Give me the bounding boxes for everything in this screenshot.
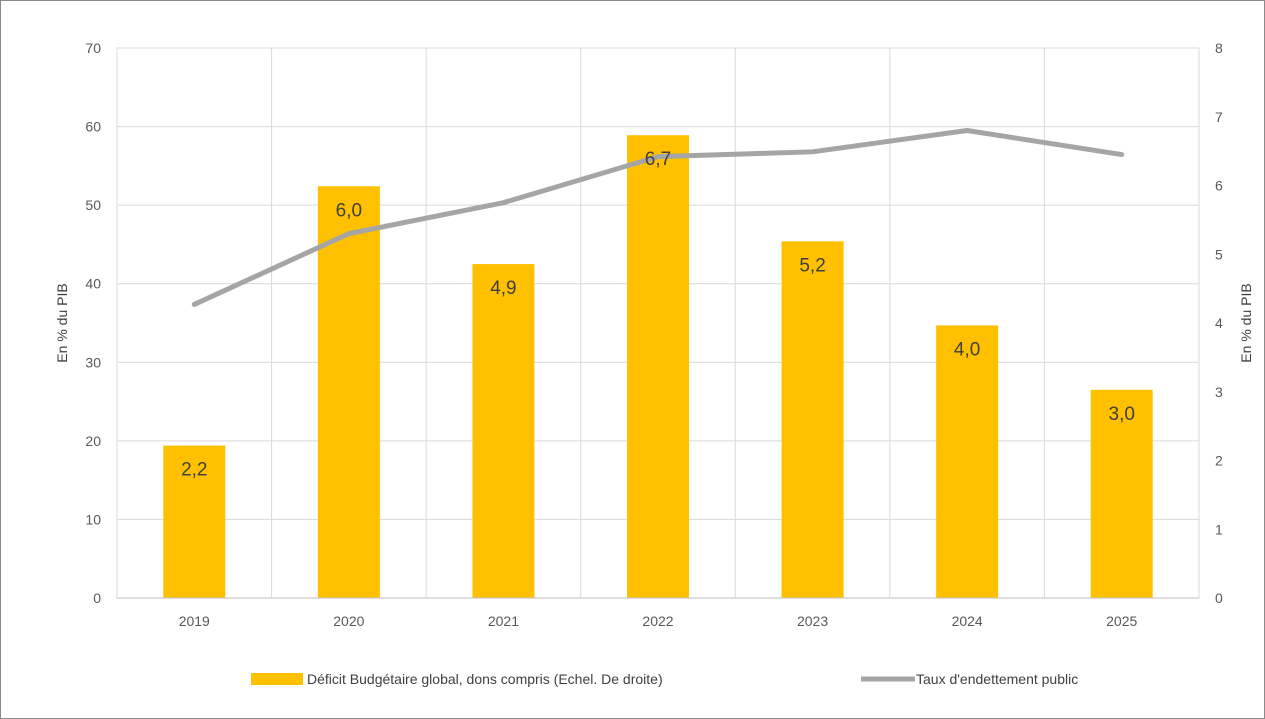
y-tick-label: 60 (85, 119, 101, 135)
right-axis-ticks: 0 1 2 3 4 5 6 7 8 (1215, 40, 1223, 606)
x-axis-ticks: 2019 2020 2021 2022 2023 2024 2025 (179, 613, 1138, 629)
y-tick-label: 20 (85, 433, 101, 449)
left-axis-ticks: 0 10 20 30 40 50 60 70 (85, 40, 101, 606)
y-tick-label: 30 (85, 354, 101, 370)
x-tick-label: 2019 (179, 613, 210, 629)
bar (472, 264, 535, 598)
x-tick-label: 2023 (797, 613, 828, 629)
x-tick-label: 2022 (642, 613, 673, 629)
legend-bar-swatch (251, 673, 303, 685)
line-series (191, 128, 1125, 307)
bar-data-label: 4,0 (954, 339, 980, 360)
right-axis-title: En % du PIB (1238, 283, 1254, 362)
bar (317, 186, 380, 599)
left-axis-title: En % du PIB (54, 283, 70, 362)
bar-series (163, 135, 1153, 599)
y2-tick-label: 0 (1215, 590, 1223, 606)
bar (627, 135, 689, 598)
bar (936, 325, 999, 598)
bar (781, 241, 844, 599)
legend-line-label: Taux d'endettement public (916, 671, 1078, 687)
bar (1090, 389, 1153, 598)
y2-tick-label: 1 (1215, 521, 1223, 537)
bar-data-label: 6,7 (645, 149, 671, 170)
y-tick-label: 40 (85, 276, 101, 292)
y-tick-label: 0 (93, 590, 101, 606)
legend-bar-label: Déficit Budgétaire global, dons compris … (307, 671, 663, 687)
y2-tick-label: 7 (1215, 109, 1223, 125)
y-tick-label: 70 (85, 40, 101, 56)
series-line (191, 128, 1125, 307)
bar-data-label: 6,0 (336, 200, 362, 221)
bar-data-labels: 2,2 6,0 4,9 6,7 5,2 4,0 3,0 (181, 149, 1135, 480)
y2-tick-label: 5 (1215, 246, 1223, 262)
bar-data-label: 2,2 (181, 460, 207, 481)
legend: Déficit Budgétaire global, dons compris … (251, 671, 1078, 687)
bar-data-label: 4,9 (490, 278, 516, 299)
x-tick-label: 2020 (333, 613, 364, 629)
x-tick-label: 2021 (488, 613, 519, 629)
y2-tick-label: 2 (1215, 453, 1223, 469)
y2-tick-label: 6 (1215, 178, 1223, 194)
y2-tick-label: 4 (1215, 315, 1223, 331)
x-tick-label: 2024 (952, 613, 983, 629)
y-tick-label: 50 (85, 197, 101, 213)
bar-data-label: 3,0 (1109, 404, 1135, 425)
bar (163, 445, 226, 598)
y-tick-label: 10 (85, 511, 101, 527)
y2-tick-label: 3 (1215, 384, 1223, 400)
bar-data-label: 5,2 (799, 255, 825, 276)
y2-tick-label: 8 (1215, 40, 1223, 56)
x-tick-label: 2025 (1106, 613, 1137, 629)
